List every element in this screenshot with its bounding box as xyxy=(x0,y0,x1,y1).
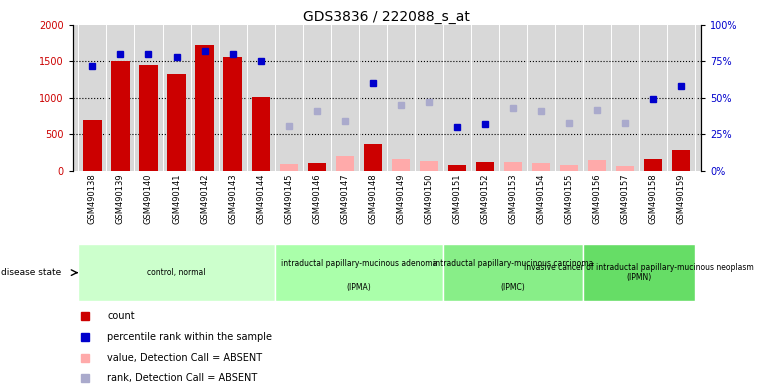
Text: count: count xyxy=(107,311,135,321)
Text: GSM490158: GSM490158 xyxy=(649,173,658,224)
Text: GSM490142: GSM490142 xyxy=(200,173,209,223)
Bar xyxy=(111,61,129,171)
Text: GSM490147: GSM490147 xyxy=(340,173,349,224)
Bar xyxy=(504,162,522,171)
Bar xyxy=(224,57,242,171)
Bar xyxy=(364,144,382,171)
Text: intraductal papillary-mucinous adenoma: intraductal papillary-mucinous adenoma xyxy=(280,260,437,268)
Text: value, Detection Call = ABSENT: value, Detection Call = ABSENT xyxy=(107,353,263,362)
Bar xyxy=(448,165,466,171)
Text: disease state: disease state xyxy=(1,268,61,277)
Text: (IPMC): (IPMC) xyxy=(501,283,525,291)
Title: GDS3836 / 222088_s_at: GDS3836 / 222088_s_at xyxy=(303,10,470,24)
Text: rank, Detection Call = ABSENT: rank, Detection Call = ABSENT xyxy=(107,373,257,383)
Text: GSM490138: GSM490138 xyxy=(88,173,97,224)
Bar xyxy=(251,97,270,171)
Bar xyxy=(168,74,185,171)
Text: GSM490140: GSM490140 xyxy=(144,173,153,223)
Bar xyxy=(616,166,634,171)
Bar xyxy=(560,165,578,171)
Text: GSM490149: GSM490149 xyxy=(396,173,405,223)
Bar xyxy=(139,65,158,171)
Bar xyxy=(391,159,410,171)
Text: GSM490146: GSM490146 xyxy=(313,173,321,224)
Bar xyxy=(672,151,690,171)
Text: control, normal: control, normal xyxy=(147,268,206,277)
Text: GSM490145: GSM490145 xyxy=(284,173,293,223)
Text: GSM490156: GSM490156 xyxy=(593,173,601,224)
Text: GSM490154: GSM490154 xyxy=(536,173,545,223)
Text: GSM490144: GSM490144 xyxy=(256,173,265,223)
Text: (IPMA): (IPMA) xyxy=(346,283,372,291)
Bar xyxy=(280,164,298,171)
Text: GSM490159: GSM490159 xyxy=(677,173,686,223)
Bar xyxy=(420,161,438,171)
Text: GSM490139: GSM490139 xyxy=(116,173,125,224)
Bar xyxy=(588,160,606,171)
Text: GSM490152: GSM490152 xyxy=(480,173,489,223)
Text: GSM490155: GSM490155 xyxy=(565,173,574,223)
Bar xyxy=(583,244,696,301)
Text: GSM490148: GSM490148 xyxy=(368,173,378,224)
Bar xyxy=(275,244,443,301)
Bar xyxy=(443,244,583,301)
Bar xyxy=(476,162,494,171)
Text: invasive cancer of intraductal papillary-mucinous neoplasm (IPMN): invasive cancer of intraductal papillary… xyxy=(524,263,754,282)
Bar xyxy=(532,163,550,171)
Bar xyxy=(644,159,663,171)
Text: GSM490150: GSM490150 xyxy=(424,173,434,223)
Bar xyxy=(78,244,275,301)
Text: GSM490141: GSM490141 xyxy=(172,173,181,223)
Text: GSM490153: GSM490153 xyxy=(509,173,518,224)
Bar xyxy=(195,45,214,171)
Bar xyxy=(308,163,326,171)
Text: GSM490157: GSM490157 xyxy=(620,173,630,224)
Text: GSM490151: GSM490151 xyxy=(453,173,461,223)
Bar xyxy=(83,120,102,171)
Bar xyxy=(336,156,354,171)
Text: GSM490143: GSM490143 xyxy=(228,173,237,224)
Text: intraductal papillary-mucinous carcinoma: intraductal papillary-mucinous carcinoma xyxy=(433,260,593,268)
Text: percentile rank within the sample: percentile rank within the sample xyxy=(107,332,273,342)
